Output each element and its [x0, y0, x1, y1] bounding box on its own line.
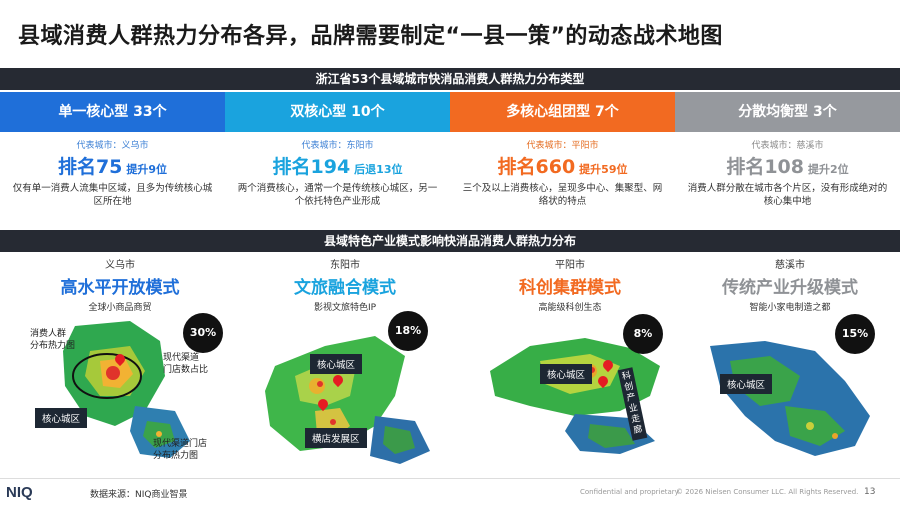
heatmap-yiwu — [63, 321, 190, 458]
rank-value: 排名194 — [272, 156, 351, 178]
mode-city: 慈溪市 — [775, 260, 805, 271]
type-band: 单一核心型 33个 双核心型 10个 多核心组团型 7个 分散均衡型 3个 — [0, 92, 900, 132]
page-title: 县域消费人群热力分布各异，品牌需要制定“一县一策”的动态战术地图 — [18, 24, 723, 49]
section-header-heat-types: 浙江省53个县域城市快消品消费人群热力分布类型 — [0, 68, 900, 90]
mode-dongyang: 东阳市 文旅融合模式 影视文旅特色IP 18% 核心城区 横店发展区 — [240, 256, 450, 471]
percent-badge: 18% — [388, 311, 428, 351]
rank-value: 排名660 — [497, 156, 576, 178]
hengdian-area-tag: 横店发展区 — [305, 428, 367, 448]
type-description: 消费人群分散在城市各个片区，没有形成绝对的核心集中地 — [687, 183, 888, 207]
core-area-tag: 核心城区 — [720, 374, 773, 394]
rank-change: 提升9位 — [126, 163, 168, 176]
type-description: 两个消费核心，通常一个是传统核心城区，另一个依托特色产业形成 — [237, 183, 438, 207]
mode-title: 文旅融合模式 — [294, 278, 396, 298]
type-detail-single: 代表城市：义乌市 排名75 提升9位 仅有单一消费人流集中区域，且多为传统核心城区… — [0, 138, 225, 226]
mode-city: 平阳市 — [555, 260, 585, 271]
page-number: 13 — [864, 487, 876, 497]
type-description: 仅有单一消费人流集中区域，且多为传统核心城区所在地 — [12, 183, 213, 207]
mode-title: 高水平开放模式 — [60, 278, 180, 298]
note-channel-heatmap: 现代渠道门店 分布热力图 — [153, 439, 208, 461]
core-area-tag: 核心城区 — [35, 408, 88, 428]
percent-badge: 8% — [623, 314, 663, 354]
mode-subtitle: 智能小家电制造之都 — [749, 303, 831, 313]
type-dual-core: 双核心型 10个 — [225, 92, 450, 132]
type-details: 代表城市：义乌市 排名75 提升9位 仅有单一消费人流集中区域，且多为传统核心城区… — [0, 138, 900, 226]
mode-subtitle: 全球小商品商贸 — [88, 303, 152, 313]
mode-city: 东阳市 — [330, 260, 360, 271]
section-header-industry-modes: 县域特色产业模式影响快消品消费人群热力分布 — [0, 230, 900, 252]
footer: NIQ 数据来源：NIQ商业智景 Confidential and propri… — [0, 478, 900, 506]
type-detail-dual: 代表城市：东阳市 排名194 后退13位 两个消费核心，通常一个是传统核心城区，另… — [225, 138, 450, 226]
mode-yiwu: 义乌市 高水平开放模式 全球小商品商贸 30% 消费人群 分布热力图 现代渠道 … — [15, 256, 225, 471]
note-heatmap: 消费人群 分布热力图 — [30, 329, 76, 351]
type-dispersed: 分散均衡型 3个 — [675, 92, 900, 132]
type-detail-multi: 代表城市：平阳市 排名660 提升59位 三个及以上消费核心，呈现多中心、集聚型、… — [450, 138, 675, 226]
mode-title: 传统产业升级模式 — [722, 278, 858, 298]
rank-change: 后退13位 — [354, 163, 403, 176]
core-area-tag: 核心城区 — [540, 364, 593, 384]
mode-cixi: 慈溪市 传统产业升级模式 智能小家电制造之都 15% 核心城区 — [685, 256, 895, 471]
rep-city: 代表城市：平阳市 — [526, 141, 599, 151]
mode-city: 义乌市 — [105, 260, 135, 271]
niq-logo: NIQ — [6, 484, 33, 501]
copyright: © 2026 Nielsen Consumer LLC. All Rights … — [676, 488, 859, 496]
percent-badge: 30% — [183, 313, 223, 353]
heatmap-dongyang — [265, 336, 430, 464]
note-channel-share: 现代渠道 门店数占比 — [163, 353, 209, 375]
mode-subtitle: 高能级科创生态 — [538, 303, 602, 313]
industry-modes: 义乌市 高水平开放模式 全球小商品商贸 30% 消费人群 分布热力图 现代渠道 … — [0, 256, 900, 476]
type-description: 三个及以上消费核心，呈现多中心、集聚型、网络状的特点 — [462, 183, 663, 207]
type-multi-core: 多核心组团型 7个 — [450, 92, 675, 132]
rank-value: 排名75 — [57, 156, 123, 178]
rank-change: 提升2位 — [808, 163, 849, 176]
mode-pingyang: 平阳市 科创集群模式 高能级科创生态 8% 核心城区 科创产业走廊 — [465, 256, 675, 471]
rep-city: 代表城市：东阳市 — [301, 141, 374, 151]
mode-title: 科创集群模式 — [519, 278, 621, 298]
rep-city: 代表城市：慈溪市 — [751, 141, 824, 151]
confidential-note: Confidential and proprietary — [580, 488, 679, 496]
type-single-core: 单一核心型 33个 — [0, 92, 225, 132]
rank-value: 排名108 — [726, 156, 804, 178]
percent-badge: 15% — [835, 314, 875, 354]
rank-change: 提升59位 — [579, 163, 628, 176]
core-area-tag: 核心城区 — [310, 354, 363, 374]
rep-city: 代表城市：义乌市 — [76, 141, 149, 151]
mode-subtitle: 影视文旅特色IP — [313, 303, 377, 313]
data-source: 数据来源：NIQ商业智景 — [90, 490, 188, 500]
type-detail-dispersed: 代表城市：慈溪市 排名108 提升2位 消费人群分散在城市各个片区，没有形成绝对的… — [675, 138, 900, 226]
